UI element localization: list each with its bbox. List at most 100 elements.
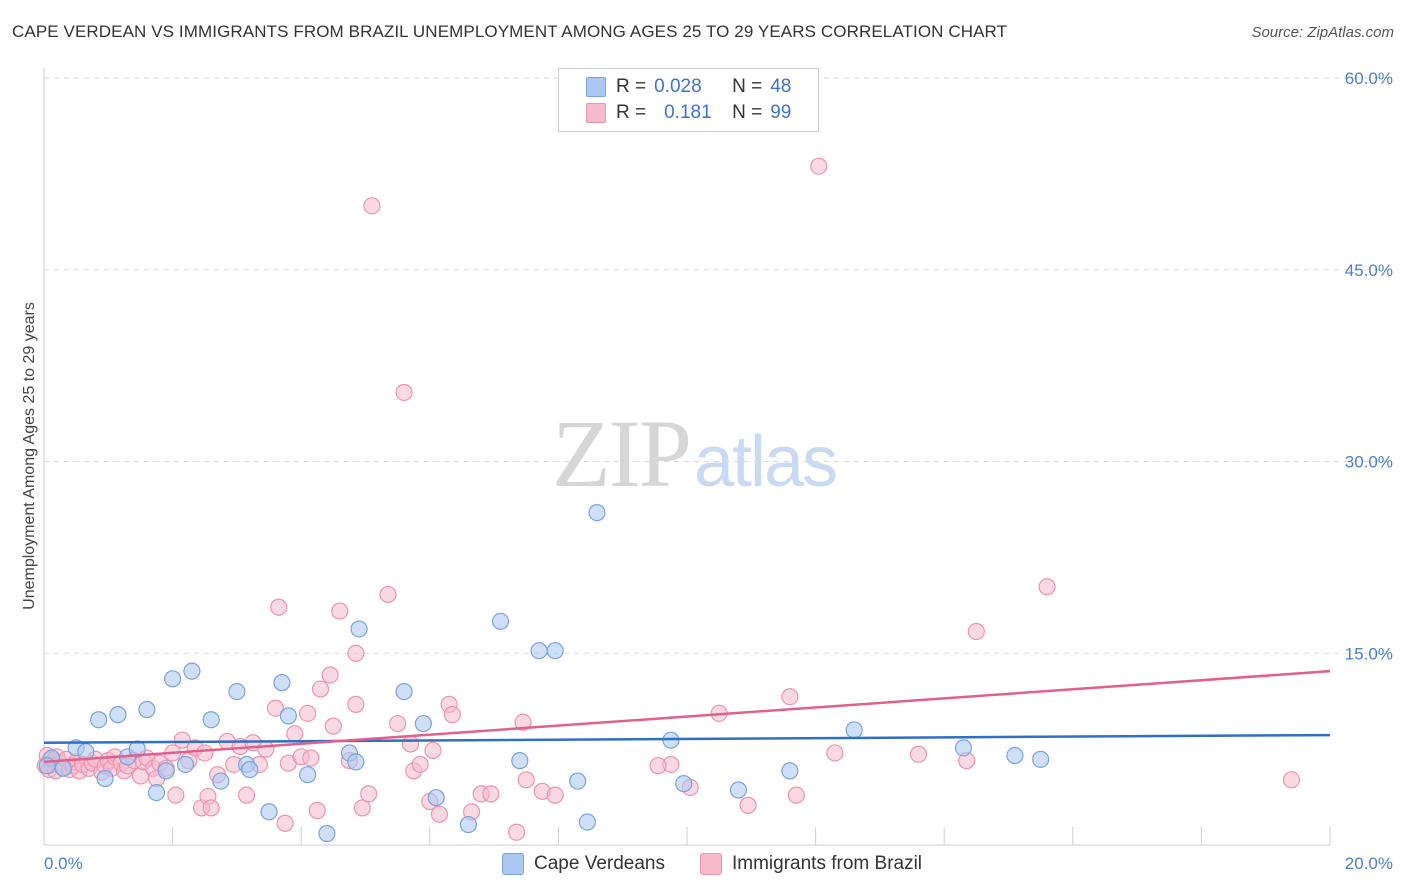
cape-verdean-point [241, 760, 259, 779]
cape-verdean-point [299, 766, 317, 784]
cape-verdean-point [511, 752, 529, 770]
legend-n-label: N = [732, 76, 763, 97]
cape-verdean-point [427, 789, 445, 807]
tick-labels: 15.0% 30.0% 45.0% 60.0% 0.0% 20.0% [44, 69, 1393, 873]
cape-verdean-point [202, 711, 220, 729]
brazil-point [781, 688, 799, 706]
brazil-point [302, 749, 320, 767]
brazil-point [308, 801, 326, 820]
brazil-point [321, 666, 339, 684]
legend-n-label: N = [732, 102, 763, 123]
legend-n-value: 48 [770, 76, 792, 97]
brazil-point [331, 602, 349, 620]
brazil-point [411, 755, 429, 774]
cape-verdean-point [414, 714, 432, 733]
y-tick-label: 60.0% [1345, 69, 1393, 88]
cape-verdean-point [212, 772, 230, 790]
cape-verdean-point [176, 755, 195, 774]
legend-r-value: 0.181 [664, 102, 712, 123]
brazil-point [810, 157, 828, 175]
cape-verdean-point [1006, 746, 1024, 765]
cape-verdean-point [459, 815, 477, 834]
brazil-point [173, 731, 191, 749]
y-axis-label: Unemployment Among Ages 25 to 29 years [21, 302, 38, 610]
brazil-point [739, 796, 757, 814]
cape-verdean-point [183, 662, 201, 680]
cape-verdean-point [675, 775, 693, 793]
legend-r-label: R = [616, 76, 647, 97]
cape-verdean-point [578, 813, 596, 831]
cape-verdean-point [54, 759, 72, 777]
brazil-point [237, 786, 256, 804]
brazil-point [826, 744, 844, 762]
brazil-point [266, 699, 285, 717]
bottom-legend-blue: Cape Verdeans [502, 852, 665, 876]
cape-verdean-point [546, 642, 564, 660]
brazil-point [299, 704, 317, 722]
brazil-point [257, 740, 275, 758]
cape-verdean-point [90, 711, 108, 729]
cape-verdean-point [318, 824, 336, 843]
bottom-legend-swatch-blue [502, 853, 524, 875]
brazil-point [347, 695, 365, 713]
y-tick-label: 15.0% [1345, 644, 1393, 663]
brazil-point [286, 725, 304, 743]
bottom-legend-label-blue: Cape Verdeans [534, 853, 665, 874]
cape-verdean-point [954, 739, 973, 757]
cape-verdean-point [588, 504, 606, 522]
brazil-point [546, 786, 564, 804]
brazil-trend-line [43, 669, 1331, 764]
cape-verdean-point [569, 772, 587, 790]
brazil-point [360, 785, 378, 803]
legend-r-label: R = [616, 102, 647, 123]
chart-title: CAPE VERDEAN VS IMMIGRANTS FROM BRAZIL U… [12, 22, 1008, 41]
brazil-point [401, 735, 420, 753]
brazil-point [311, 680, 330, 698]
legend-swatch-blue [586, 77, 606, 97]
brazil-point [196, 744, 214, 762]
axes [43, 68, 1331, 846]
bottom-legend-pink: Immigrants from Brazil [700, 852, 922, 876]
brazil-point [967, 622, 985, 641]
cape-verdean-point [491, 612, 510, 630]
series-cape-verdean-points [38, 504, 1050, 843]
cape-verdean-point [147, 783, 166, 802]
cape-verdean-point [228, 682, 246, 701]
brazil-point [482, 785, 500, 803]
legend-swatch-pink [586, 103, 606, 123]
cape-verdean-point [530, 642, 548, 660]
cape-verdean-point [350, 620, 368, 638]
bottom-legend-label-pink: Immigrants from Brazil [732, 853, 923, 874]
cape-verdean-trend-line [43, 733, 1331, 744]
x-tick-label: 20.0% [1345, 854, 1393, 873]
source-label: Source: ZipAtlas.com [1251, 24, 1394, 41]
brazil-point [1038, 578, 1056, 596]
brazil-point [909, 745, 928, 763]
legend-r-value: 0.028 [654, 76, 702, 97]
brazil-point [324, 717, 342, 735]
cape-verdean-point [260, 803, 278, 821]
y-tick-label: 30.0% [1345, 453, 1393, 472]
brazil-point [517, 771, 535, 789]
cape-verdean-point [96, 769, 114, 788]
y-tick-label: 45.0% [1345, 261, 1393, 280]
brazil-point [395, 383, 413, 402]
brazil-point [1282, 771, 1301, 789]
bottom-legend-swatch-pink [700, 853, 722, 875]
cape-verdean-point [273, 674, 291, 692]
legend-row-blue: R = 0.028 N = 48 [586, 75, 791, 99]
x-tick-label: 0.0% [44, 854, 83, 873]
brazil-point [270, 598, 288, 616]
brazil-point [649, 757, 667, 775]
cape-verdean-point [279, 707, 297, 725]
cape-verdean-point [164, 670, 182, 688]
brazil-point [430, 805, 449, 823]
legend-row-pink: R = 0.181 N = 99 [586, 101, 791, 125]
brazil-point [363, 197, 381, 215]
brazil-point [389, 714, 407, 733]
brazil-point [167, 786, 185, 804]
cape-verdean-point [781, 762, 799, 780]
brazil-point [353, 799, 371, 817]
cape-verdean-point [347, 753, 365, 771]
